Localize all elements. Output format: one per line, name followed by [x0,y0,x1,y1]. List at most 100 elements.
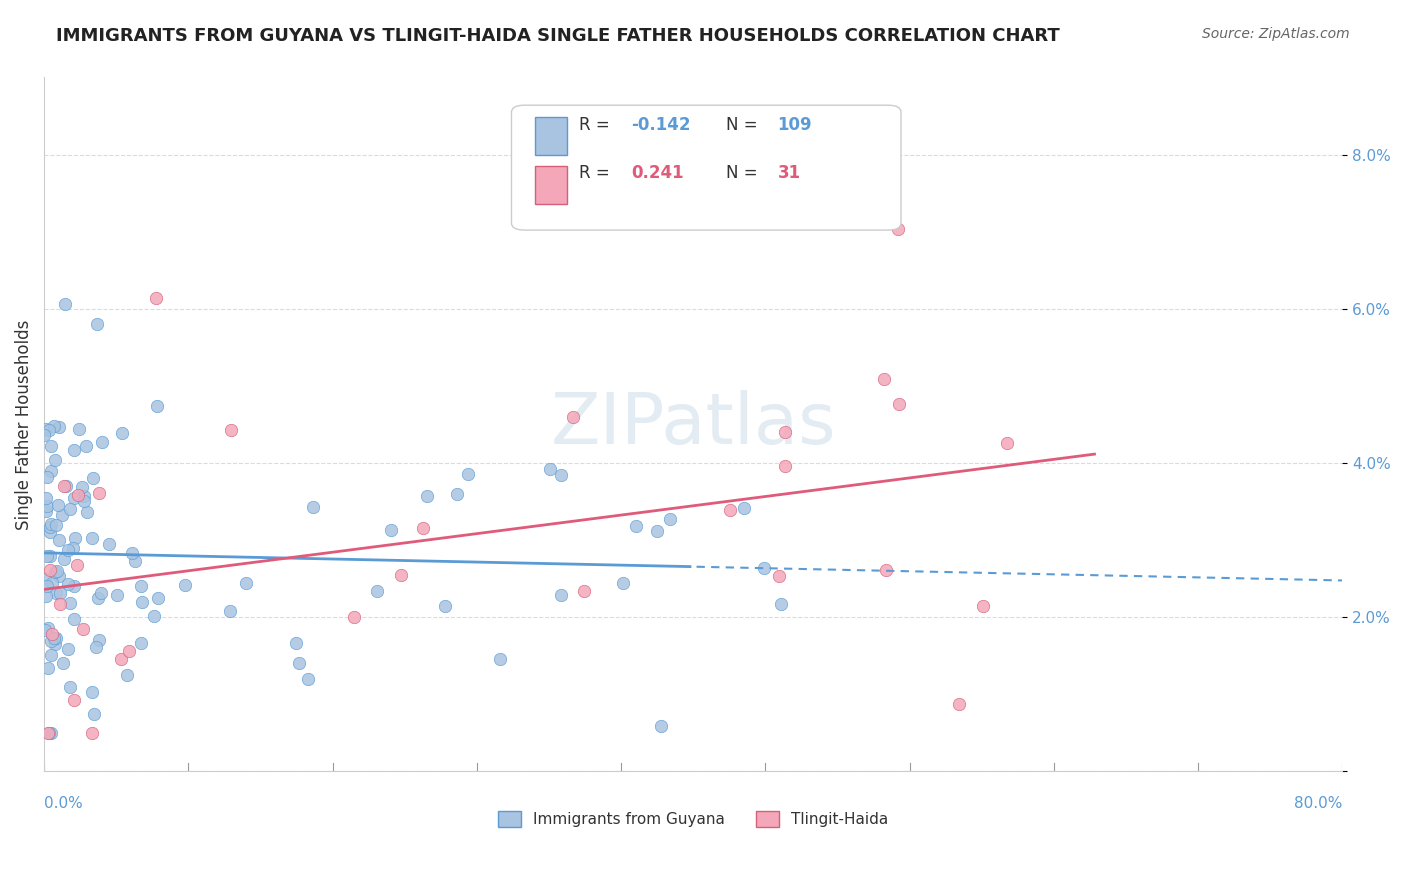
Point [389,568,412,582]
Point [875,563,897,577]
Text: Source: ZipAtlas.com: Source: ZipAtlas.com [1202,27,1350,41]
Point [446,487,468,501]
Point [997,435,1019,450]
Point [76,505,98,519]
Point [142,609,165,624]
Point [34,491,56,505]
Point [45,564,67,578]
Point [72,622,94,636]
Point [34,623,56,637]
Text: N =: N = [725,164,762,182]
Point [67,488,90,502]
Point [550,467,572,482]
Point [129,635,152,649]
Point [82,726,104,740]
Point [38,520,60,534]
Point [105,587,128,601]
Point [37,726,59,740]
Text: -0.142: -0.142 [631,116,690,134]
Point [285,636,308,650]
Point [84,640,107,655]
Point [41,648,63,663]
Text: 109: 109 [778,116,813,134]
Point [51,508,73,522]
Point [55,478,77,492]
Text: 0.0%: 0.0% [44,797,83,812]
Point [58,501,80,516]
Point [73,494,96,508]
Point [87,486,110,500]
Point [56,642,79,657]
Point [62,692,84,706]
Point [538,462,561,476]
Point [124,554,146,568]
Point [48,419,70,434]
Point [62,491,84,505]
Point [73,489,96,503]
Point [288,656,311,670]
Point [44,631,66,645]
Text: R =: R = [579,116,614,134]
Point [37,661,59,675]
Y-axis label: Single Father Households: Single Father Households [15,319,32,530]
Point [38,423,60,437]
Point [35,504,58,518]
Point [115,667,138,681]
Point [87,591,110,606]
Point [62,541,84,555]
Point [121,546,143,560]
Point [41,576,63,591]
Point [62,443,84,458]
Point [44,636,66,650]
Point [972,599,994,613]
Point [38,524,60,539]
Text: N =: N = [725,116,762,134]
Point [35,579,58,593]
Text: 0.241: 0.241 [631,164,683,182]
Point [41,627,63,641]
Point [768,568,790,582]
Point [48,498,70,512]
Point [297,672,319,686]
Point [37,499,59,513]
Text: 80.0%: 80.0% [1294,797,1343,812]
Point [90,585,112,599]
Point [173,577,195,591]
Point [624,519,647,533]
Point [645,524,668,538]
FancyBboxPatch shape [534,117,568,155]
Point [45,517,67,532]
Point [872,372,894,386]
Point [35,470,58,484]
Point [83,706,105,721]
Point [131,595,153,609]
Point [39,516,62,531]
Point [82,685,104,699]
Point [66,558,89,573]
Point [63,579,86,593]
Point [34,428,56,442]
Point [887,397,910,411]
Point [52,656,75,670]
Legend: Immigrants from Guyana, Tlingit-Haida: Immigrants from Guyana, Tlingit-Haida [492,805,894,833]
Point [773,425,796,440]
Point [39,549,62,563]
Point [59,681,82,695]
Point [76,439,98,453]
Point [948,697,970,711]
Point [70,480,93,494]
Point [34,572,56,586]
Point [56,543,79,558]
Point [752,560,775,574]
Point [45,586,67,600]
Point [658,512,681,526]
Point [34,589,56,603]
Point [35,422,58,436]
Point [433,599,456,614]
Point [44,452,66,467]
Point [129,579,152,593]
Point [612,576,634,591]
Text: ZIPatlas: ZIPatlas [550,390,837,458]
Point [42,419,65,434]
Point [146,591,169,605]
